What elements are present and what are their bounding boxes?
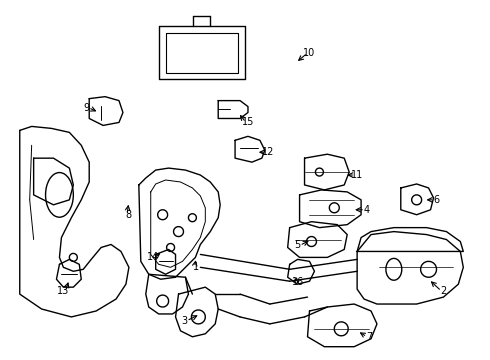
Text: 2: 2 <box>441 286 446 296</box>
Text: 9: 9 <box>83 103 89 113</box>
Text: 6: 6 <box>434 195 440 205</box>
Text: 15: 15 <box>242 117 254 127</box>
Text: 1: 1 <box>194 262 199 272</box>
Text: 7: 7 <box>366 332 372 342</box>
Text: 10: 10 <box>303 48 316 58</box>
Text: 12: 12 <box>262 147 274 157</box>
Text: 3: 3 <box>181 316 188 326</box>
Text: 13: 13 <box>57 286 70 296</box>
Text: 5: 5 <box>294 240 301 251</box>
Text: 16: 16 <box>292 277 304 287</box>
Text: 8: 8 <box>126 210 132 220</box>
Text: 4: 4 <box>364 205 370 215</box>
Text: 14: 14 <box>147 252 159 262</box>
Text: 11: 11 <box>351 170 363 180</box>
